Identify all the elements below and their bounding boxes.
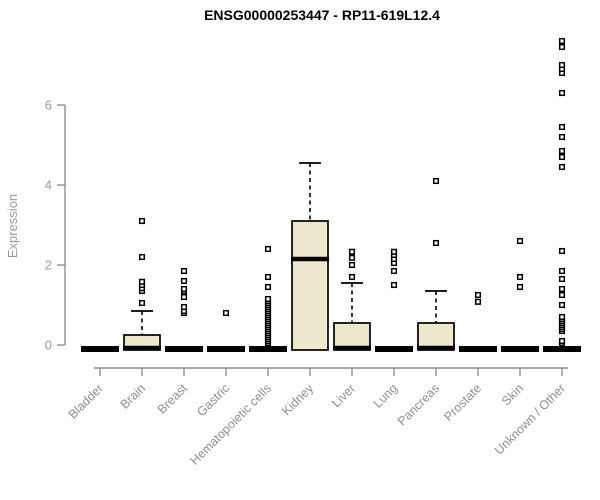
outlier-point [516, 237, 524, 245]
outlier-point [558, 61, 566, 69]
outlier-point [390, 281, 398, 289]
boxplot-breast [165, 267, 203, 352]
x-tick-label-unknown-other: Unknown / Other [492, 381, 568, 457]
y-tick-label: 6 [45, 98, 52, 113]
boxplot-hematopoietic-cells [249, 245, 287, 352]
outlier-point [558, 43, 566, 51]
median-line [543, 346, 581, 352]
outlier-point [138, 299, 146, 307]
outlier-point [390, 267, 398, 275]
outlier-point [558, 37, 566, 45]
x-tick-label-pancreas: Pancreas [395, 381, 442, 428]
outlier-point [180, 267, 188, 275]
outlier-point [558, 123, 566, 131]
outlier-point [558, 337, 566, 345]
chart-title: ENSG00000253447 - RP11-619L12.4 [204, 7, 440, 23]
median-line [81, 346, 119, 352]
x-tick-label-liver: Liver [329, 381, 358, 410]
boxplot-bladder [81, 346, 119, 352]
outlier-point [558, 163, 566, 171]
outlier-point [222, 309, 230, 317]
x-tick-label-lung: Lung [371, 381, 401, 411]
outlier-point [348, 261, 356, 269]
outlier-point [558, 301, 566, 309]
y-tick-label: 0 [45, 338, 52, 353]
outlier-point [348, 273, 356, 281]
outlier-point [138, 253, 146, 261]
boxplot-prostate [459, 291, 497, 352]
outlier-point [558, 133, 566, 141]
x-tick-label-skin: Skin [499, 381, 526, 408]
boxplot-unknown-other [543, 37, 581, 352]
median-line [249, 346, 287, 352]
box [333, 322, 371, 351]
median-line [207, 346, 245, 352]
outlier-point [432, 239, 440, 247]
outlier-point [180, 293, 188, 301]
outlier-point [432, 177, 440, 185]
outlier-point [558, 147, 566, 155]
median-line [375, 346, 413, 352]
x-tick-label-hematopoietic-cells: Hematopoietic cells [188, 381, 275, 468]
boxplot-liver [333, 248, 371, 351]
outlier-point [138, 217, 146, 225]
y-axis-label: Expression [5, 194, 20, 258]
outlier-point [558, 275, 566, 283]
median-line [165, 346, 203, 352]
outlier-point [474, 298, 482, 305]
outlier-point [348, 254, 356, 261]
outlier-point [348, 248, 356, 255]
outlier-point [264, 283, 272, 291]
outlier-point [264, 295, 272, 303]
plot-area: 0 2 4 6 Bladder Brain Breast GastricHematopoiet… [45, 37, 581, 468]
outlier-point [558, 153, 566, 161]
outlier-point [474, 291, 482, 299]
boxplot-pancreas [417, 177, 455, 351]
x-tick-label-gastric: Gastric [194, 381, 232, 419]
outlier-point [264, 273, 272, 281]
outlier-point [558, 313, 566, 321]
outlier-point [558, 89, 566, 97]
boxplot-lung [375, 248, 413, 352]
x-tick-label-brain: Brain [118, 381, 149, 412]
median-line [501, 346, 539, 352]
box [291, 220, 329, 351]
outlier-point [138, 278, 146, 285]
outlier-point [558, 285, 566, 293]
boxplot-kidney [291, 162, 329, 351]
outlier-point [516, 283, 524, 291]
x-tick-label-prostate: Prostate [441, 381, 484, 424]
outlier-point [264, 245, 272, 253]
outlier-point [558, 267, 566, 275]
median-line [459, 346, 497, 352]
x-tick-label-kidney: Kidney [279, 381, 316, 418]
outlier-point [180, 277, 188, 285]
y-tick-label: 2 [45, 258, 52, 273]
boxplot-gastric [207, 309, 245, 352]
boxplot-brain [123, 217, 161, 351]
y-tick-label: 4 [45, 178, 52, 193]
x-tick-label-bladder: Bladder [66, 381, 106, 421]
x-tick-label-breast: Breast [155, 381, 191, 417]
outlier-point [516, 273, 524, 281]
outlier-point [180, 285, 188, 293]
outlier-point [558, 291, 566, 299]
boxplot-skin [501, 237, 539, 352]
outlier-point [558, 247, 566, 255]
outlier-point [390, 248, 398, 255]
outlier-point [180, 303, 188, 311]
